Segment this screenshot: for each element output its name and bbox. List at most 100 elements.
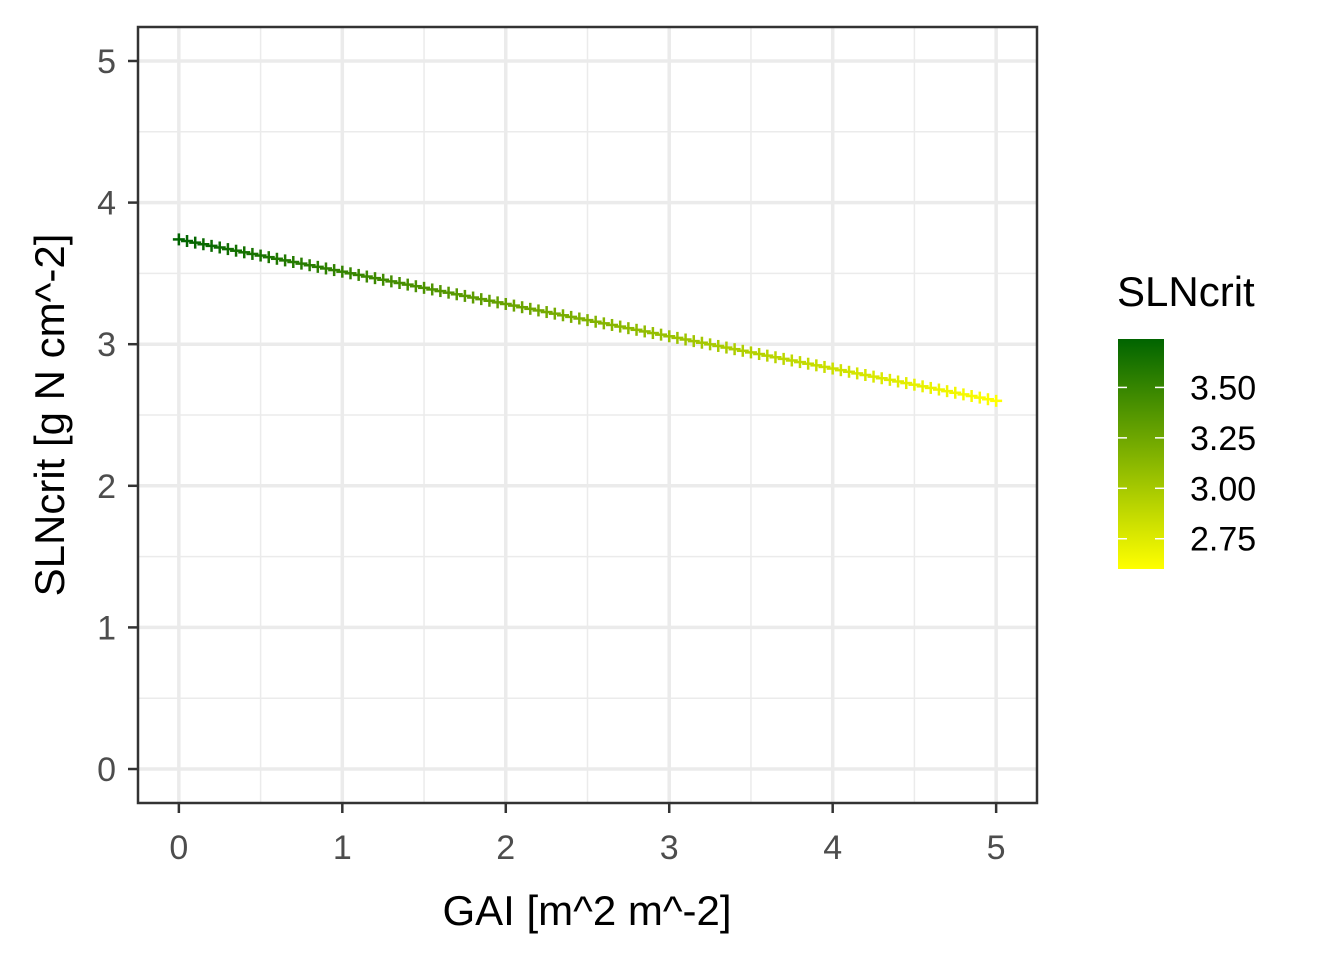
data-point <box>883 373 896 386</box>
y-tick-label: 5 <box>97 43 116 81</box>
data-point <box>311 260 324 273</box>
data-point <box>556 309 569 322</box>
data-point <box>385 275 398 288</box>
data-point <box>442 286 455 299</box>
data-point <box>221 243 234 256</box>
y-tick-label: 4 <box>97 185 116 223</box>
data-point <box>336 265 349 278</box>
data-point <box>973 391 986 404</box>
data-point <box>687 335 700 348</box>
data-point <box>793 356 806 369</box>
x-tick-label: 0 <box>169 829 188 867</box>
data-point <box>328 264 341 277</box>
data-point <box>377 273 390 286</box>
data-point <box>491 296 504 309</box>
data-point <box>761 349 774 362</box>
x-axis: 0 1 2 3 4 5 <box>169 803 1006 867</box>
data-point <box>262 251 275 264</box>
y-tick-label: 2 <box>97 468 116 506</box>
data-point <box>295 257 308 270</box>
data-point <box>867 370 880 383</box>
data-point <box>467 291 480 304</box>
data-point <box>172 233 185 246</box>
panel-border-rect <box>136 25 1039 805</box>
data-point <box>965 389 978 402</box>
data-point <box>916 380 929 393</box>
data-point <box>279 254 292 267</box>
data-point <box>981 393 994 406</box>
data-point <box>360 270 373 283</box>
x-tick-label: 1 <box>333 829 352 867</box>
data-point <box>483 294 496 307</box>
data-point <box>597 317 610 330</box>
data-point <box>450 288 463 301</box>
y-tick-label: 1 <box>97 609 116 647</box>
legend-ticks: 3.50 3.25 3.00 2.75 <box>1118 369 1256 559</box>
data-point <box>679 333 692 346</box>
data-point <box>908 378 921 391</box>
data-point <box>834 364 847 377</box>
data-point <box>655 328 668 341</box>
data-point <box>434 285 447 298</box>
data-point <box>630 323 643 336</box>
legend: SLNcrit 3.50 3.25 3.00 2.75 <box>1117 268 1256 569</box>
legend-tick-label: 2.75 <box>1190 521 1256 559</box>
data-point <box>524 302 537 315</box>
data-point <box>810 359 823 372</box>
data-point <box>246 247 259 260</box>
data-point <box>859 369 872 382</box>
data-point <box>581 314 594 327</box>
data-point <box>720 341 733 354</box>
data-point <box>728 343 741 356</box>
y-axis: 0 1 2 3 4 5 <box>97 43 138 789</box>
data-point <box>499 297 512 310</box>
data-point <box>785 354 798 367</box>
y-axis-title: SLNcrit [g N cm^-2] <box>26 234 73 597</box>
data-point <box>369 272 382 285</box>
plot-border <box>136 25 1039 805</box>
data-point <box>802 357 815 370</box>
data-point <box>573 312 586 325</box>
data-point <box>287 256 300 269</box>
data-point <box>189 236 202 249</box>
data-point <box>663 330 676 343</box>
data-point <box>181 235 194 248</box>
data-point <box>230 244 243 257</box>
data-point <box>409 280 422 293</box>
data-point <box>270 252 283 265</box>
data-point <box>614 320 627 333</box>
data-point <box>695 336 708 349</box>
data-point <box>851 367 864 380</box>
data-point <box>941 385 954 398</box>
data-point <box>303 259 316 272</box>
data-point <box>892 375 905 388</box>
data-point <box>540 306 553 319</box>
y-tick-label: 3 <box>97 326 116 364</box>
legend-tick-label: 3.00 <box>1190 470 1256 508</box>
data-point <box>458 289 471 302</box>
data-point <box>401 278 414 291</box>
data-point <box>875 372 888 385</box>
data-point <box>319 262 332 275</box>
data-point <box>197 238 210 251</box>
data-point <box>418 281 431 294</box>
data-point <box>622 322 635 335</box>
data-point <box>924 381 937 394</box>
data-point <box>949 386 962 399</box>
data-point <box>777 352 790 365</box>
x-axis-title: GAI [m^2 m^-2] <box>442 887 731 934</box>
data-point <box>744 346 757 359</box>
data-point <box>712 339 725 352</box>
data-point <box>736 344 749 357</box>
data-point <box>900 377 913 390</box>
y-tick-label: 0 <box>97 751 116 789</box>
data-point <box>589 315 602 328</box>
data-point <box>638 325 651 338</box>
data-point <box>565 310 578 323</box>
data-point <box>957 388 970 401</box>
data-point <box>990 394 1003 407</box>
data-point <box>205 239 218 252</box>
legend-tick-label: 3.50 <box>1190 369 1256 407</box>
x-tick-label: 3 <box>660 829 679 867</box>
